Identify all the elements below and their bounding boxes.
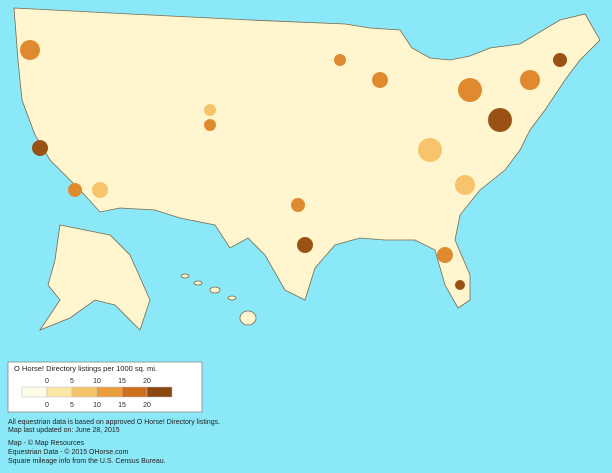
legend-label: 0 xyxy=(45,402,49,409)
legend-label: 20 xyxy=(143,378,151,385)
legend-label: 5 xyxy=(70,378,74,385)
hawaii xyxy=(180,273,257,326)
legend-label: 0 xyxy=(45,378,49,385)
legend-swatch xyxy=(96,386,123,398)
legend-swatch xyxy=(146,386,173,398)
alaska xyxy=(38,224,151,331)
legend: 0 5 10 15 20 0 5 10 15 20 xyxy=(21,378,173,409)
legend-swatch xyxy=(21,386,48,398)
legend-label: 10 xyxy=(93,378,101,385)
legend-label: 5 xyxy=(70,402,74,409)
density-patches xyxy=(20,40,567,290)
credit: Equestrian Data - © 2015 OHorse.com xyxy=(8,448,128,456)
legend-title: O Horse! Directory listings per 1000 sq.… xyxy=(14,364,157,373)
note: Map last updated on: June 28, 2015 xyxy=(8,427,120,434)
credit: Map - © Map Resources xyxy=(8,439,84,447)
legend-swatch xyxy=(46,386,73,398)
legend-label: 20 xyxy=(143,402,151,409)
legend-swatch xyxy=(121,386,148,398)
legend-label: 15 xyxy=(118,402,126,409)
contiguous-us xyxy=(13,7,601,309)
legend-swatch xyxy=(71,386,98,398)
note: All equestrian data is based on approved… xyxy=(8,419,220,426)
legend-label: 10 xyxy=(93,402,101,409)
credit: Square mileage info from the U.S. Census… xyxy=(8,458,166,465)
legend-label: 15 xyxy=(118,378,126,385)
